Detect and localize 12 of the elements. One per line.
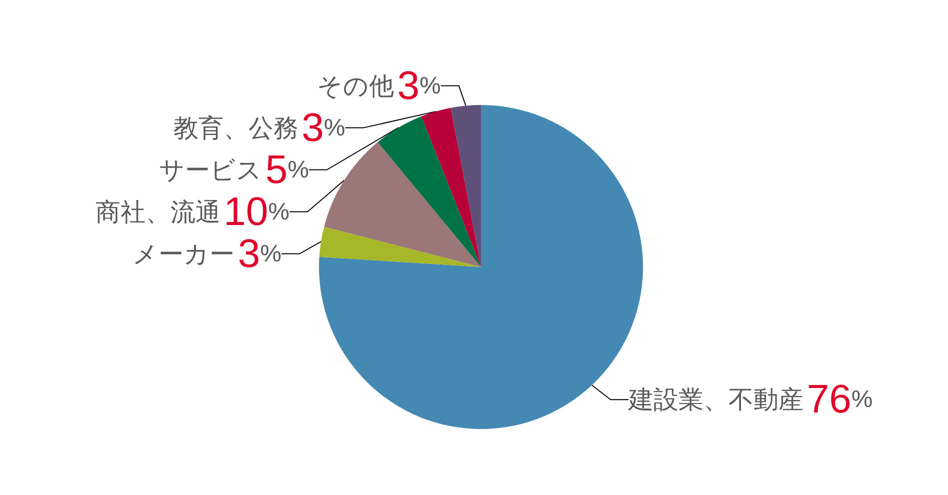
slice-label: 建設業、不動産	[628, 385, 804, 414]
data-label: 10%	[224, 190, 290, 234]
data-label: 3%	[302, 106, 346, 150]
data-label: 76%	[806, 378, 873, 422]
slice-label: その他	[316, 71, 394, 100]
data-label: 3%	[397, 64, 441, 108]
data-label: 5%	[265, 148, 309, 192]
slice-label: サービス	[159, 155, 262, 184]
slice-label: 商社、流通	[95, 197, 220, 226]
data-label: 3%	[238, 232, 282, 276]
slice-label: 教育、公務	[173, 113, 298, 142]
slice-label: メーカー	[132, 239, 235, 268]
